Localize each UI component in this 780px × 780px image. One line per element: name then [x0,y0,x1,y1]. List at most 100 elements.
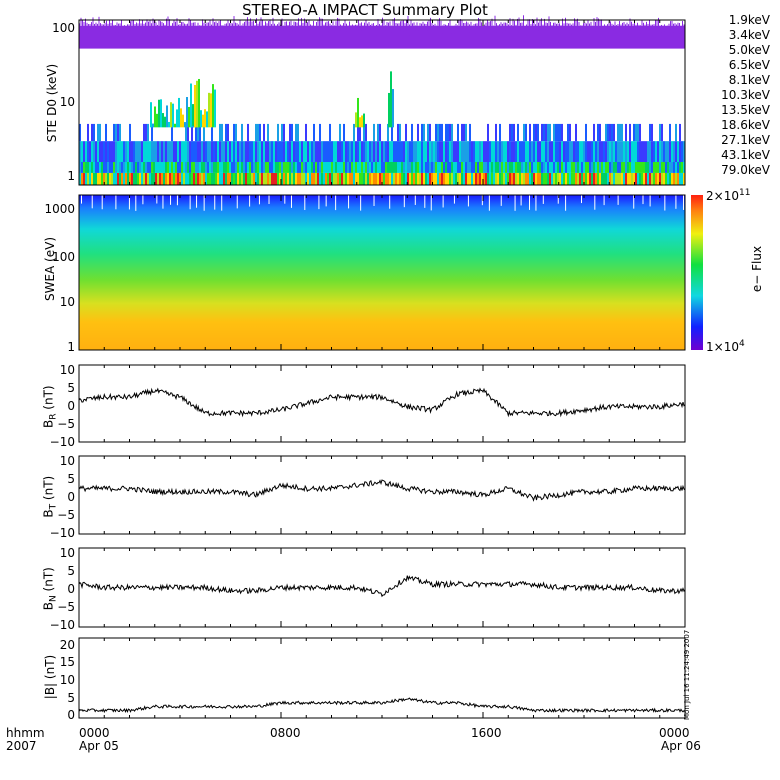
ste-band [413,22,415,27]
ste-burst [363,113,365,128]
ste-band [308,19,310,29]
ste-band [277,24,278,30]
ste-band [161,21,163,27]
ste-cell [95,172,97,185]
ste-cell [297,172,299,185]
ste-cell [421,141,423,163]
ste-cell [585,123,587,142]
ste-burst [152,123,154,128]
ste-cell [577,162,579,173]
ste-cell [573,172,575,185]
ste-band [668,23,670,28]
ste-cell [667,172,669,185]
legend-item: 18.6keV [721,118,770,132]
ste-cell [215,162,217,173]
ste-cell [491,172,493,185]
ste-cell [233,123,235,142]
ste-cell [551,162,553,173]
ste-burst [355,112,357,128]
ste-cell [529,141,531,163]
ste-cell [95,162,97,173]
ste-cell [227,162,229,173]
ste-cell [419,172,421,185]
ste-cell [549,141,551,163]
ste-cell [425,141,427,163]
ste-band [260,17,262,27]
ste-cell [591,141,593,163]
ste-band [278,22,280,30]
x-date: Apr 06 [661,739,701,753]
ste-cell [331,162,333,173]
ste-cell [387,123,389,142]
ste-cell [141,141,143,163]
ste-cell [365,162,367,173]
ste-cell [465,123,467,142]
ste-cell [153,172,155,185]
ste-band [256,18,257,29]
ste-cell [229,172,231,185]
ste-band [601,19,602,28]
ste-cell [119,123,121,142]
ste-cell [163,172,165,185]
ste-cell [331,172,333,185]
ste-cell [199,123,201,142]
ste-cell [195,123,197,142]
ste-cell [457,123,459,142]
ste-cell [505,162,507,173]
ste-band [392,19,394,27]
swea-gap [101,195,103,210]
ste-band [187,23,188,28]
ste-cell [537,123,539,142]
ste-cell [599,123,601,142]
ste-band [445,24,446,28]
ste-cell [161,162,163,173]
ste-cell [291,162,293,173]
ste-band [533,19,535,29]
ste-cell [583,172,585,185]
ste-cell [405,162,407,173]
ste-band [388,22,389,30]
ste-cell [435,123,437,142]
ste-cell [145,162,147,173]
ste-cell [563,141,565,163]
ste-cell [199,162,201,173]
ste-band [421,23,422,34]
ste-cell [505,141,507,163]
ste-band [569,23,571,30]
ste-cell [137,141,139,163]
ste-cell [653,162,655,173]
ste-cell [633,162,635,173]
ste-band [292,25,293,31]
ste-cell [645,172,647,185]
ste-band [293,21,295,30]
ste-cell [351,141,353,163]
ste-band [557,23,559,30]
ste-band [181,22,182,31]
ste-cell [449,162,451,173]
ste-cell [371,162,373,173]
ste-cell [613,123,615,142]
ste-cell [545,172,547,185]
ste-cell [99,172,101,185]
ste-cell [365,172,367,185]
ste-band [224,23,226,28]
ste-cell [517,123,519,142]
ste-band [515,24,517,28]
ste-cell [535,162,537,173]
ste-band [284,21,286,27]
bt-tick: 10 [59,454,75,468]
swea-gap [430,195,432,211]
ste-cell [177,141,179,163]
swea-spectrogram [79,195,685,350]
ste-cell [235,172,237,185]
ste-cell [449,172,451,185]
ste-band [485,22,487,31]
ste-band [559,23,560,29]
ste-cell [369,162,371,173]
swea-gap [135,195,137,211]
ste-cell [331,141,333,163]
swea-gap [81,195,82,204]
ste-cell [339,172,341,185]
ste-cell [435,162,437,173]
